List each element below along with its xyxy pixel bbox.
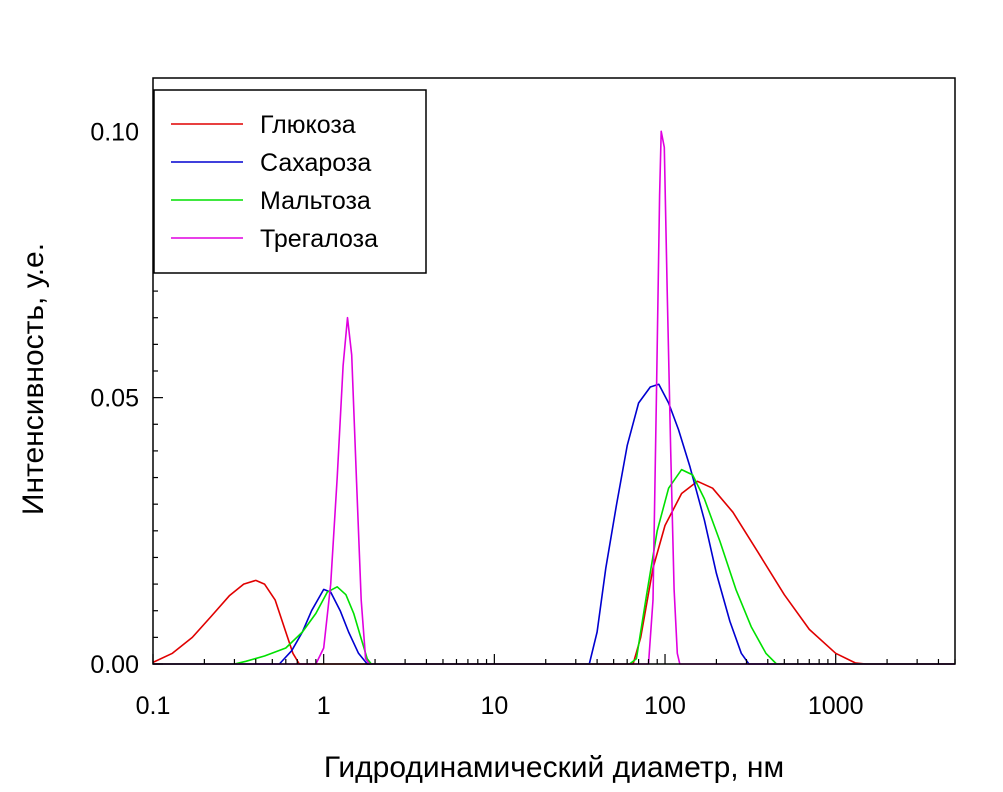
y-tick-label: 0.05 <box>90 385 139 413</box>
x-tick-label: 100 <box>644 692 686 720</box>
x-tick-label: 10 <box>480 692 508 720</box>
x-axis-title: Гидродинамический диаметр, нм <box>324 751 784 784</box>
x-tick-label: 1000 <box>808 692 864 720</box>
x-tick-label: 0.1 <box>136 692 171 720</box>
x-axis: 0.1 1 10 100 1000 <box>136 654 956 720</box>
series-line-2 <box>153 383 955 665</box>
y-tick-label: 0.10 <box>90 118 139 146</box>
series-line-1 <box>152 480 955 665</box>
y-axis: 0.00 0.05 0.10 <box>90 118 163 679</box>
legend-label-3: Мальтоза <box>260 187 371 215</box>
series-line-3 <box>153 468 955 665</box>
legend-box <box>153 89 427 274</box>
legend-label-2: Сахароза <box>260 149 371 177</box>
x-tick-label: 1 <box>317 692 331 720</box>
legend-label-1: Глюкоза <box>260 111 356 139</box>
y-axis-title: Интенсивность, у.е. <box>17 243 50 515</box>
y-tick-label: 0.00 <box>90 651 139 679</box>
legend: Глюкоза Сахароза Мальтоза Трегалоза <box>153 89 427 274</box>
legend-label-4: Трегалоза <box>260 225 378 253</box>
